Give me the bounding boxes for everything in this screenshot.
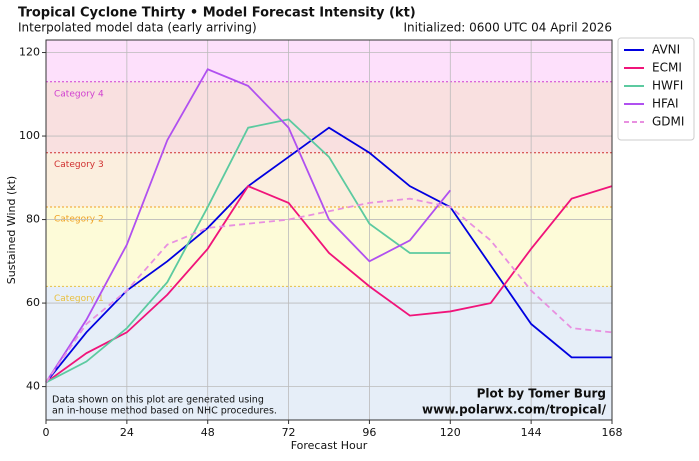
y-axis-label: Sustained Wind (kt) <box>5 176 18 284</box>
note: Data shown on this plot are generated us… <box>52 395 264 406</box>
x-tick-label: 144 <box>521 426 542 439</box>
plot-frame <box>45 39 613 421</box>
legend-label: AVNI <box>652 43 680 57</box>
category-band <box>46 40 612 82</box>
category-label: Category 1 <box>54 294 104 304</box>
legend-label: GDMI <box>652 115 684 129</box>
legend-box <box>617 37 695 141</box>
y-tick-label: 40 <box>26 380 40 393</box>
category-band <box>46 152 612 208</box>
credit: www.polarwx.com/tropical/ <box>422 403 607 417</box>
category-label: Category 4 <box>54 89 104 99</box>
init-text: Initialized: 0600 UTC 04 April 2026 <box>403 21 612 35</box>
x-tick-label: 48 <box>201 426 215 439</box>
legend-label: HFAI <box>652 97 679 111</box>
x-tick-label: 168 <box>602 426 623 439</box>
category-band <box>46 81 612 153</box>
x-tick-label: 96 <box>362 426 376 439</box>
chart-title: Tropical Cyclone Thirty • Model Forecast… <box>18 6 416 21</box>
chart-subtitle: Interpolated model data (early arriving) <box>18 21 257 35</box>
y-tick-label: 60 <box>26 296 40 309</box>
credit: Plot by Tomer Burg <box>477 387 606 401</box>
x-tick-label: 24 <box>120 426 134 439</box>
series-line <box>45 197 613 383</box>
note: an in-house method based on NHC procedur… <box>52 406 277 417</box>
series-line <box>45 185 613 384</box>
category-label: Category 3 <box>54 160 104 170</box>
legend-label: ECMI <box>652 61 682 75</box>
x-tick-label: 120 <box>440 426 461 439</box>
y-tick-label: 80 <box>26 213 40 226</box>
x-tick-label: 72 <box>282 426 296 439</box>
series-line <box>45 118 451 384</box>
y-tick-label: 120 <box>19 46 40 59</box>
x-tick-label: 0 <box>43 426 50 439</box>
y-tick-label: 100 <box>19 129 40 142</box>
x-axis-label: Forecast Hour <box>291 439 368 452</box>
legend-label: HWFI <box>652 79 683 93</box>
series-line <box>45 126 612 383</box>
series-line <box>45 68 451 383</box>
